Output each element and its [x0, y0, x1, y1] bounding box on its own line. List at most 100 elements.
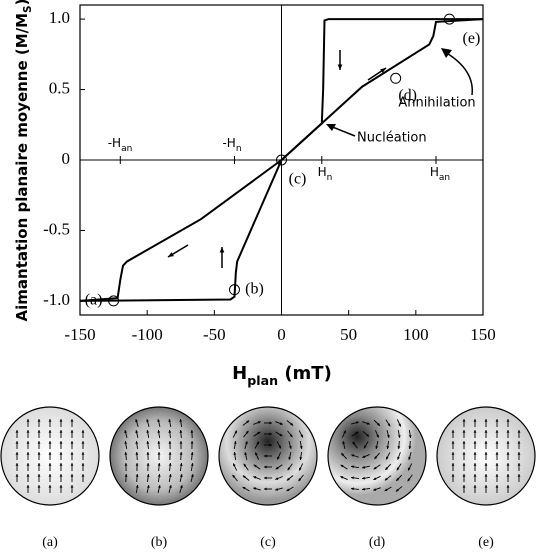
spin-head	[135, 474, 139, 477]
spin-head	[168, 474, 172, 477]
x-axis-label-part: plan	[247, 373, 278, 388]
spin-head	[135, 419, 138, 423]
spin-head	[269, 432, 272, 436]
spin-head	[366, 422, 370, 425]
spin-head	[484, 419, 488, 422]
spin-head	[484, 463, 488, 466]
spin-head	[15, 463, 19, 466]
spin-head	[397, 456, 400, 460]
field-marker-main: -H	[222, 136, 235, 150]
spin-head	[70, 452, 74, 455]
spin-head	[253, 476, 257, 479]
spin-head	[157, 452, 161, 455]
spin-head	[264, 487, 267, 491]
spin-head	[495, 430, 499, 433]
state-point	[276, 154, 287, 166]
state-image-label: (a)	[42, 535, 58, 550]
spin-head	[264, 476, 267, 480]
spin-head	[506, 463, 510, 466]
spin-head	[506, 441, 510, 444]
spin-head	[362, 455, 366, 458]
spin-head	[81, 430, 85, 433]
spin-head	[245, 430, 249, 434]
spin-head	[15, 430, 19, 433]
spin-head	[179, 419, 183, 422]
annotation-arrow	[444, 51, 473, 96]
spin-head	[396, 478, 400, 481]
spin-head	[124, 452, 128, 455]
spin-head	[168, 419, 172, 422]
spin-head	[233, 441, 237, 444]
spin-head	[59, 430, 63, 433]
spin-head	[473, 430, 477, 433]
spin-head	[451, 452, 455, 455]
spin-head	[48, 430, 52, 433]
spin-head	[341, 453, 345, 456]
spin-head	[506, 485, 510, 488]
spin-head	[386, 456, 389, 460]
spin-head	[244, 452, 248, 455]
spin-head	[506, 474, 510, 477]
state-image-label: (d)	[369, 535, 386, 550]
spin-head	[124, 441, 128, 444]
spin-head	[299, 446, 303, 449]
spin-head	[340, 464, 344, 468]
spin-head	[275, 477, 279, 480]
spin-head	[451, 463, 455, 466]
spin-head	[234, 430, 237, 434]
spin-head	[253, 487, 257, 491]
spin-head	[277, 456, 280, 460]
spin-head	[473, 474, 477, 477]
spin-head	[179, 441, 183, 444]
spin-head	[286, 477, 290, 481]
arrow-head	[219, 247, 225, 253]
spin-head	[190, 474, 194, 478]
spin-head	[517, 474, 521, 477]
spin-head	[70, 430, 74, 433]
spin-head	[517, 463, 521, 466]
spin-head	[355, 421, 359, 425]
state-point	[228, 284, 240, 296]
state-label: (d)	[398, 87, 417, 104]
spin-head	[495, 485, 499, 488]
spin-head	[59, 419, 63, 422]
spin-head	[179, 430, 183, 433]
y-axis-label-part: S	[22, 5, 34, 13]
spin-head	[517, 430, 521, 433]
x-axis-label-part: H	[232, 363, 247, 384]
state-image-label: (b)	[151, 535, 168, 550]
field-marker: -Han	[108, 136, 133, 154]
spin-head	[233, 463, 236, 467]
spin-head	[495, 441, 499, 444]
spin-head	[484, 474, 488, 477]
spin-head	[473, 463, 477, 466]
spin-head	[168, 452, 172, 455]
spin-head	[157, 474, 161, 477]
spin-head	[81, 441, 85, 444]
spin-head	[366, 433, 370, 437]
spin-head	[517, 452, 521, 455]
spin-head	[59, 441, 63, 444]
spin-head	[48, 463, 52, 466]
spin-head	[70, 474, 74, 477]
spin-head	[59, 474, 63, 477]
y-tick-label: 0	[62, 149, 71, 168]
spin-head	[299, 457, 303, 460]
spin-head	[157, 419, 161, 422]
spin-head	[351, 454, 355, 457]
field-marker-sub: n	[327, 173, 333, 183]
y-axis-label: Aimantation planaire moyenne (M/MS)	[13, 0, 35, 321]
spin-head	[385, 467, 389, 470]
y-tick-label: -0.5	[43, 219, 70, 238]
y-tick-label: 1.0	[49, 8, 70, 27]
state-image-label: (c)	[260, 535, 276, 550]
spin-head	[451, 430, 455, 433]
spin-head	[135, 452, 139, 455]
spin-head	[384, 477, 388, 481]
spin-head	[15, 441, 19, 444]
spin-head	[290, 422, 294, 426]
arrow-head	[168, 252, 174, 257]
spin-head	[15, 474, 19, 477]
spin-head	[190, 430, 194, 433]
spin-head	[396, 467, 400, 471]
